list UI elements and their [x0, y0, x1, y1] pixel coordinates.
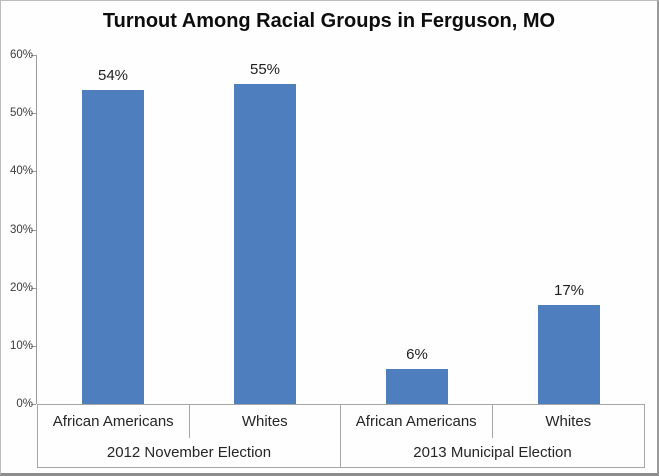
bar-value-label: 6%	[406, 346, 428, 363]
category-cell: Whites	[190, 405, 341, 438]
bar-value-label: 54%	[97, 67, 129, 84]
group-cell: 2012 November Election	[38, 438, 341, 467]
y-axis-tick	[31, 171, 36, 172]
y-tick-label: 30%	[9, 224, 33, 236]
y-tick-label: 20%	[9, 282, 33, 294]
y-tick-label: 50%	[9, 107, 33, 119]
group-cell: 2013 Municipal Election	[413, 444, 572, 461]
y-axis-tick	[31, 230, 36, 231]
bar	[386, 369, 448, 404]
bar	[82, 90, 144, 404]
chart-title: Turnout Among Racial Groups in Ferguson,…	[102, 10, 556, 32]
group-label-row: 2012 November Election 2013 Municipal Ele…	[38, 438, 644, 467]
category-cell: African Americans	[38, 405, 190, 438]
y-axis-tick	[31, 55, 36, 56]
y-axis-line	[36, 55, 37, 404]
y-axis-tick	[31, 113, 36, 114]
category-label-row: African Americans Whites African Americans…	[38, 405, 644, 438]
y-axis-tick	[31, 346, 36, 347]
bar	[538, 305, 600, 404]
y-tick-label: 0%	[16, 398, 33, 410]
bar-value-label: 55%	[249, 61, 281, 78]
y-tick-label: 60%	[9, 49, 33, 61]
y-tick-label: 40%	[9, 165, 33, 177]
category-cell: Whites	[545, 413, 592, 430]
category-axis: African Americans Whites African Americans…	[37, 404, 645, 468]
category-cell: African Americans	[341, 405, 493, 438]
y-axis-tick	[31, 404, 36, 405]
y-tick-label: 10%	[9, 340, 33, 352]
bar	[234, 84, 296, 404]
bar-value-label: 17%	[553, 282, 585, 299]
y-axis-tick	[31, 288, 36, 289]
